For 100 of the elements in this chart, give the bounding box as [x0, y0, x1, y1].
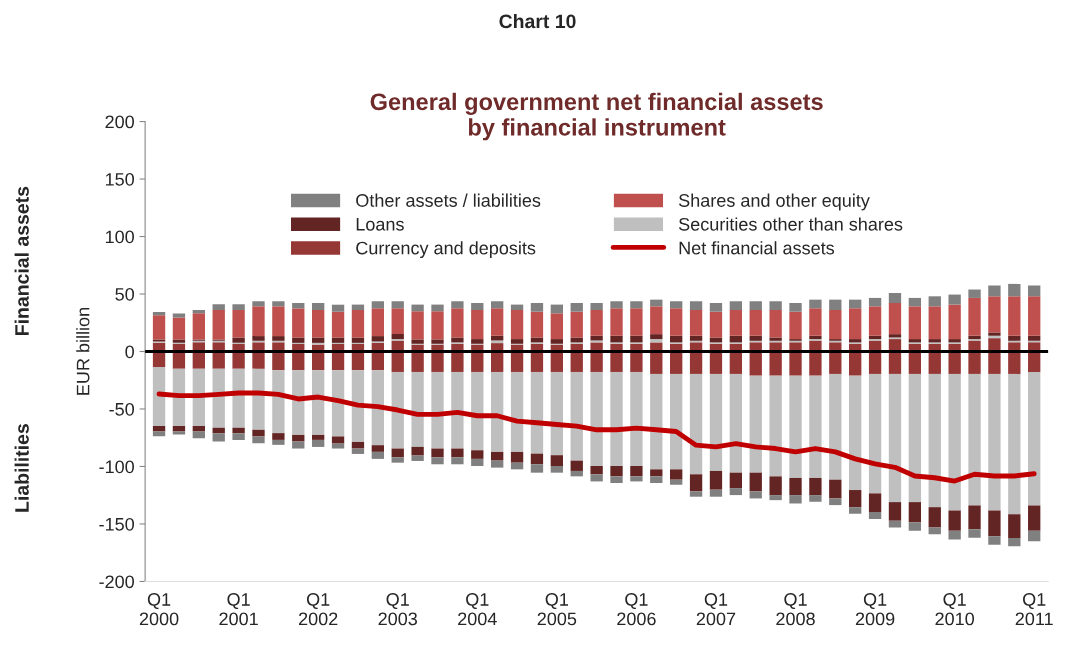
bar: [1028, 296, 1041, 336]
bar: [769, 476, 782, 496]
bar: [849, 507, 862, 514]
bar: [789, 495, 802, 504]
bar: [192, 313, 205, 340]
bar: [709, 489, 723, 497]
x-tick-label: Q1 2002: [298, 593, 338, 626]
bar: [1008, 296, 1021, 336]
bar: [829, 373, 842, 480]
y-tick-label: 150: [105, 172, 135, 186]
bar: [1028, 335, 1041, 341]
bar: [888, 351, 902, 374]
bar: [431, 351, 444, 372]
bar: [888, 502, 902, 521]
y-axis-title: EUR billion: [76, 308, 90, 395]
bar: [212, 433, 225, 442]
bar: [451, 457, 464, 465]
bar: [968, 335, 981, 340]
bar: [331, 337, 345, 343]
bar: [610, 335, 623, 343]
bar: [749, 351, 762, 376]
bar: [670, 308, 683, 336]
bar: [312, 434, 325, 440]
bar: [152, 366, 166, 427]
bar: [1008, 373, 1021, 515]
bar: [331, 311, 345, 338]
bar: [550, 339, 564, 344]
bar: [331, 304, 345, 312]
bar: [152, 426, 166, 432]
text: Liabilities: [14, 424, 29, 512]
bar: [908, 297, 922, 307]
bar: [809, 335, 822, 340]
bar: [232, 433, 245, 440]
bar: [829, 351, 842, 374]
bar: [849, 308, 862, 340]
bar: [590, 302, 603, 310]
bar: [530, 464, 544, 473]
bar: [809, 477, 822, 496]
bar: [749, 491, 762, 499]
bar: [252, 306, 265, 337]
bar: [212, 304, 225, 310]
bar: [292, 441, 305, 449]
bar: [510, 371, 524, 452]
x-tick-label: Q1 2004: [458, 593, 497, 626]
bar: [212, 309, 225, 340]
bar: [510, 351, 524, 372]
bar: [689, 309, 703, 336]
bar: [570, 470, 583, 477]
bar: [431, 311, 444, 340]
bar: [610, 371, 623, 467]
bar: [988, 351, 1001, 374]
bar: [968, 505, 981, 530]
bar: [272, 306, 285, 337]
bar: [371, 308, 384, 337]
bar: [232, 304, 245, 310]
bar: [948, 294, 961, 305]
bar: [729, 488, 743, 496]
bar: [630, 301, 643, 309]
bar: [888, 292, 902, 303]
bar: [391, 334, 404, 340]
bar: [709, 302, 723, 312]
bar: [172, 317, 186, 340]
bar: [709, 373, 723, 471]
bar: [431, 448, 444, 458]
bar: [590, 351, 603, 372]
bar: [351, 337, 365, 343]
bar: [650, 351, 663, 374]
bar: [729, 351, 743, 374]
bar: [312, 337, 325, 343]
bar: [709, 311, 723, 338]
bar: [232, 309, 245, 338]
bar: [491, 301, 504, 309]
bar: [928, 351, 941, 374]
bar: [908, 351, 922, 374]
bar: [888, 520, 902, 528]
bar: [650, 469, 663, 477]
bar: [829, 309, 842, 340]
bar: [371, 451, 384, 459]
bar: [650, 373, 663, 470]
bar: [292, 370, 305, 435]
bar: [550, 351, 564, 372]
bar: [928, 296, 941, 307]
bar: [650, 306, 663, 335]
bar: [769, 375, 782, 477]
bar: [431, 457, 444, 465]
bar: [491, 451, 504, 461]
bar: [312, 309, 325, 338]
bar: [610, 301, 623, 309]
bar: [590, 309, 603, 336]
x-tick-label: Q1 2005: [537, 593, 577, 626]
bar: [968, 529, 981, 538]
bar: [968, 289, 981, 298]
x-tick-label: Q1 2009: [855, 593, 895, 626]
bar: [351, 441, 365, 449]
bar: [471, 458, 484, 467]
bar: [988, 285, 1001, 297]
bar: [590, 466, 603, 475]
bar: [411, 446, 424, 456]
bar: [689, 301, 703, 310]
bar: [689, 351, 703, 374]
